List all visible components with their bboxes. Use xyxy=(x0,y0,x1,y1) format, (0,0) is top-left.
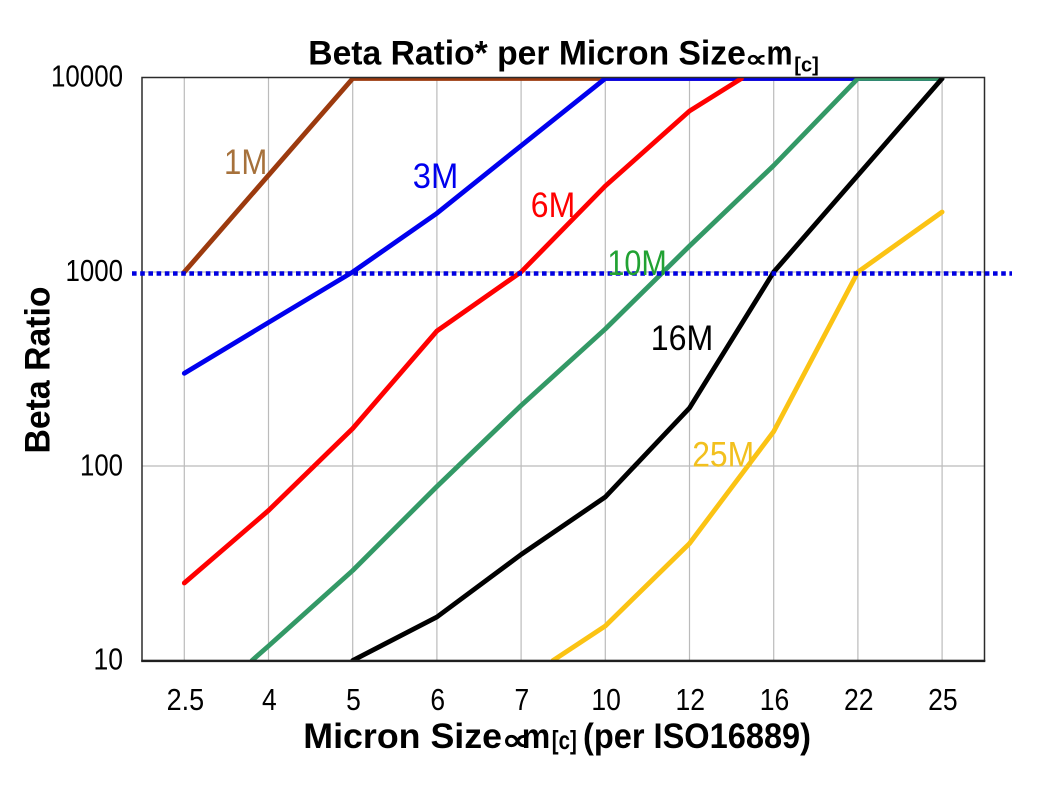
svg-text:1000: 1000 xyxy=(66,253,124,288)
svg-text:∝: ∝ xyxy=(502,724,529,757)
svg-text:100: 100 xyxy=(80,448,123,483)
svg-text:1M: 1M xyxy=(224,143,267,182)
svg-text:25: 25 xyxy=(928,682,958,717)
svg-text:m: m xyxy=(522,717,551,756)
svg-text:[c]: [c] xyxy=(552,725,577,755)
svg-text:25M: 25M xyxy=(692,436,754,475)
svg-text:Beta Ratio* per Micron Size: Beta Ratio* per Micron Size xyxy=(308,34,746,72)
svg-text:12: 12 xyxy=(676,682,706,717)
svg-text:10000: 10000 xyxy=(51,59,123,94)
svg-text:6M: 6M xyxy=(531,186,575,225)
svg-text:3M: 3M xyxy=(413,157,459,196)
svg-text:4: 4 xyxy=(262,682,277,717)
svg-text:Beta Ratio: Beta Ratio xyxy=(18,287,57,454)
svg-text:[c]: [c] xyxy=(794,55,819,77)
svg-text:10: 10 xyxy=(94,642,124,677)
svg-text:∝: ∝ xyxy=(745,45,767,72)
svg-text:2.5: 2.5 xyxy=(167,682,205,717)
svg-text:Micron Size: Micron Size xyxy=(303,717,502,756)
svg-text:5: 5 xyxy=(346,682,361,717)
svg-text:10: 10 xyxy=(591,682,621,717)
svg-text:22: 22 xyxy=(844,682,874,717)
svg-text:(per ISO16889): (per ISO16889) xyxy=(583,717,811,756)
svg-text:10M: 10M xyxy=(607,244,666,283)
svg-text:6: 6 xyxy=(430,682,445,717)
svg-text:16: 16 xyxy=(760,682,790,717)
svg-text:m: m xyxy=(767,34,793,72)
svg-text:7: 7 xyxy=(515,682,530,717)
svg-text:16M: 16M xyxy=(651,319,714,358)
